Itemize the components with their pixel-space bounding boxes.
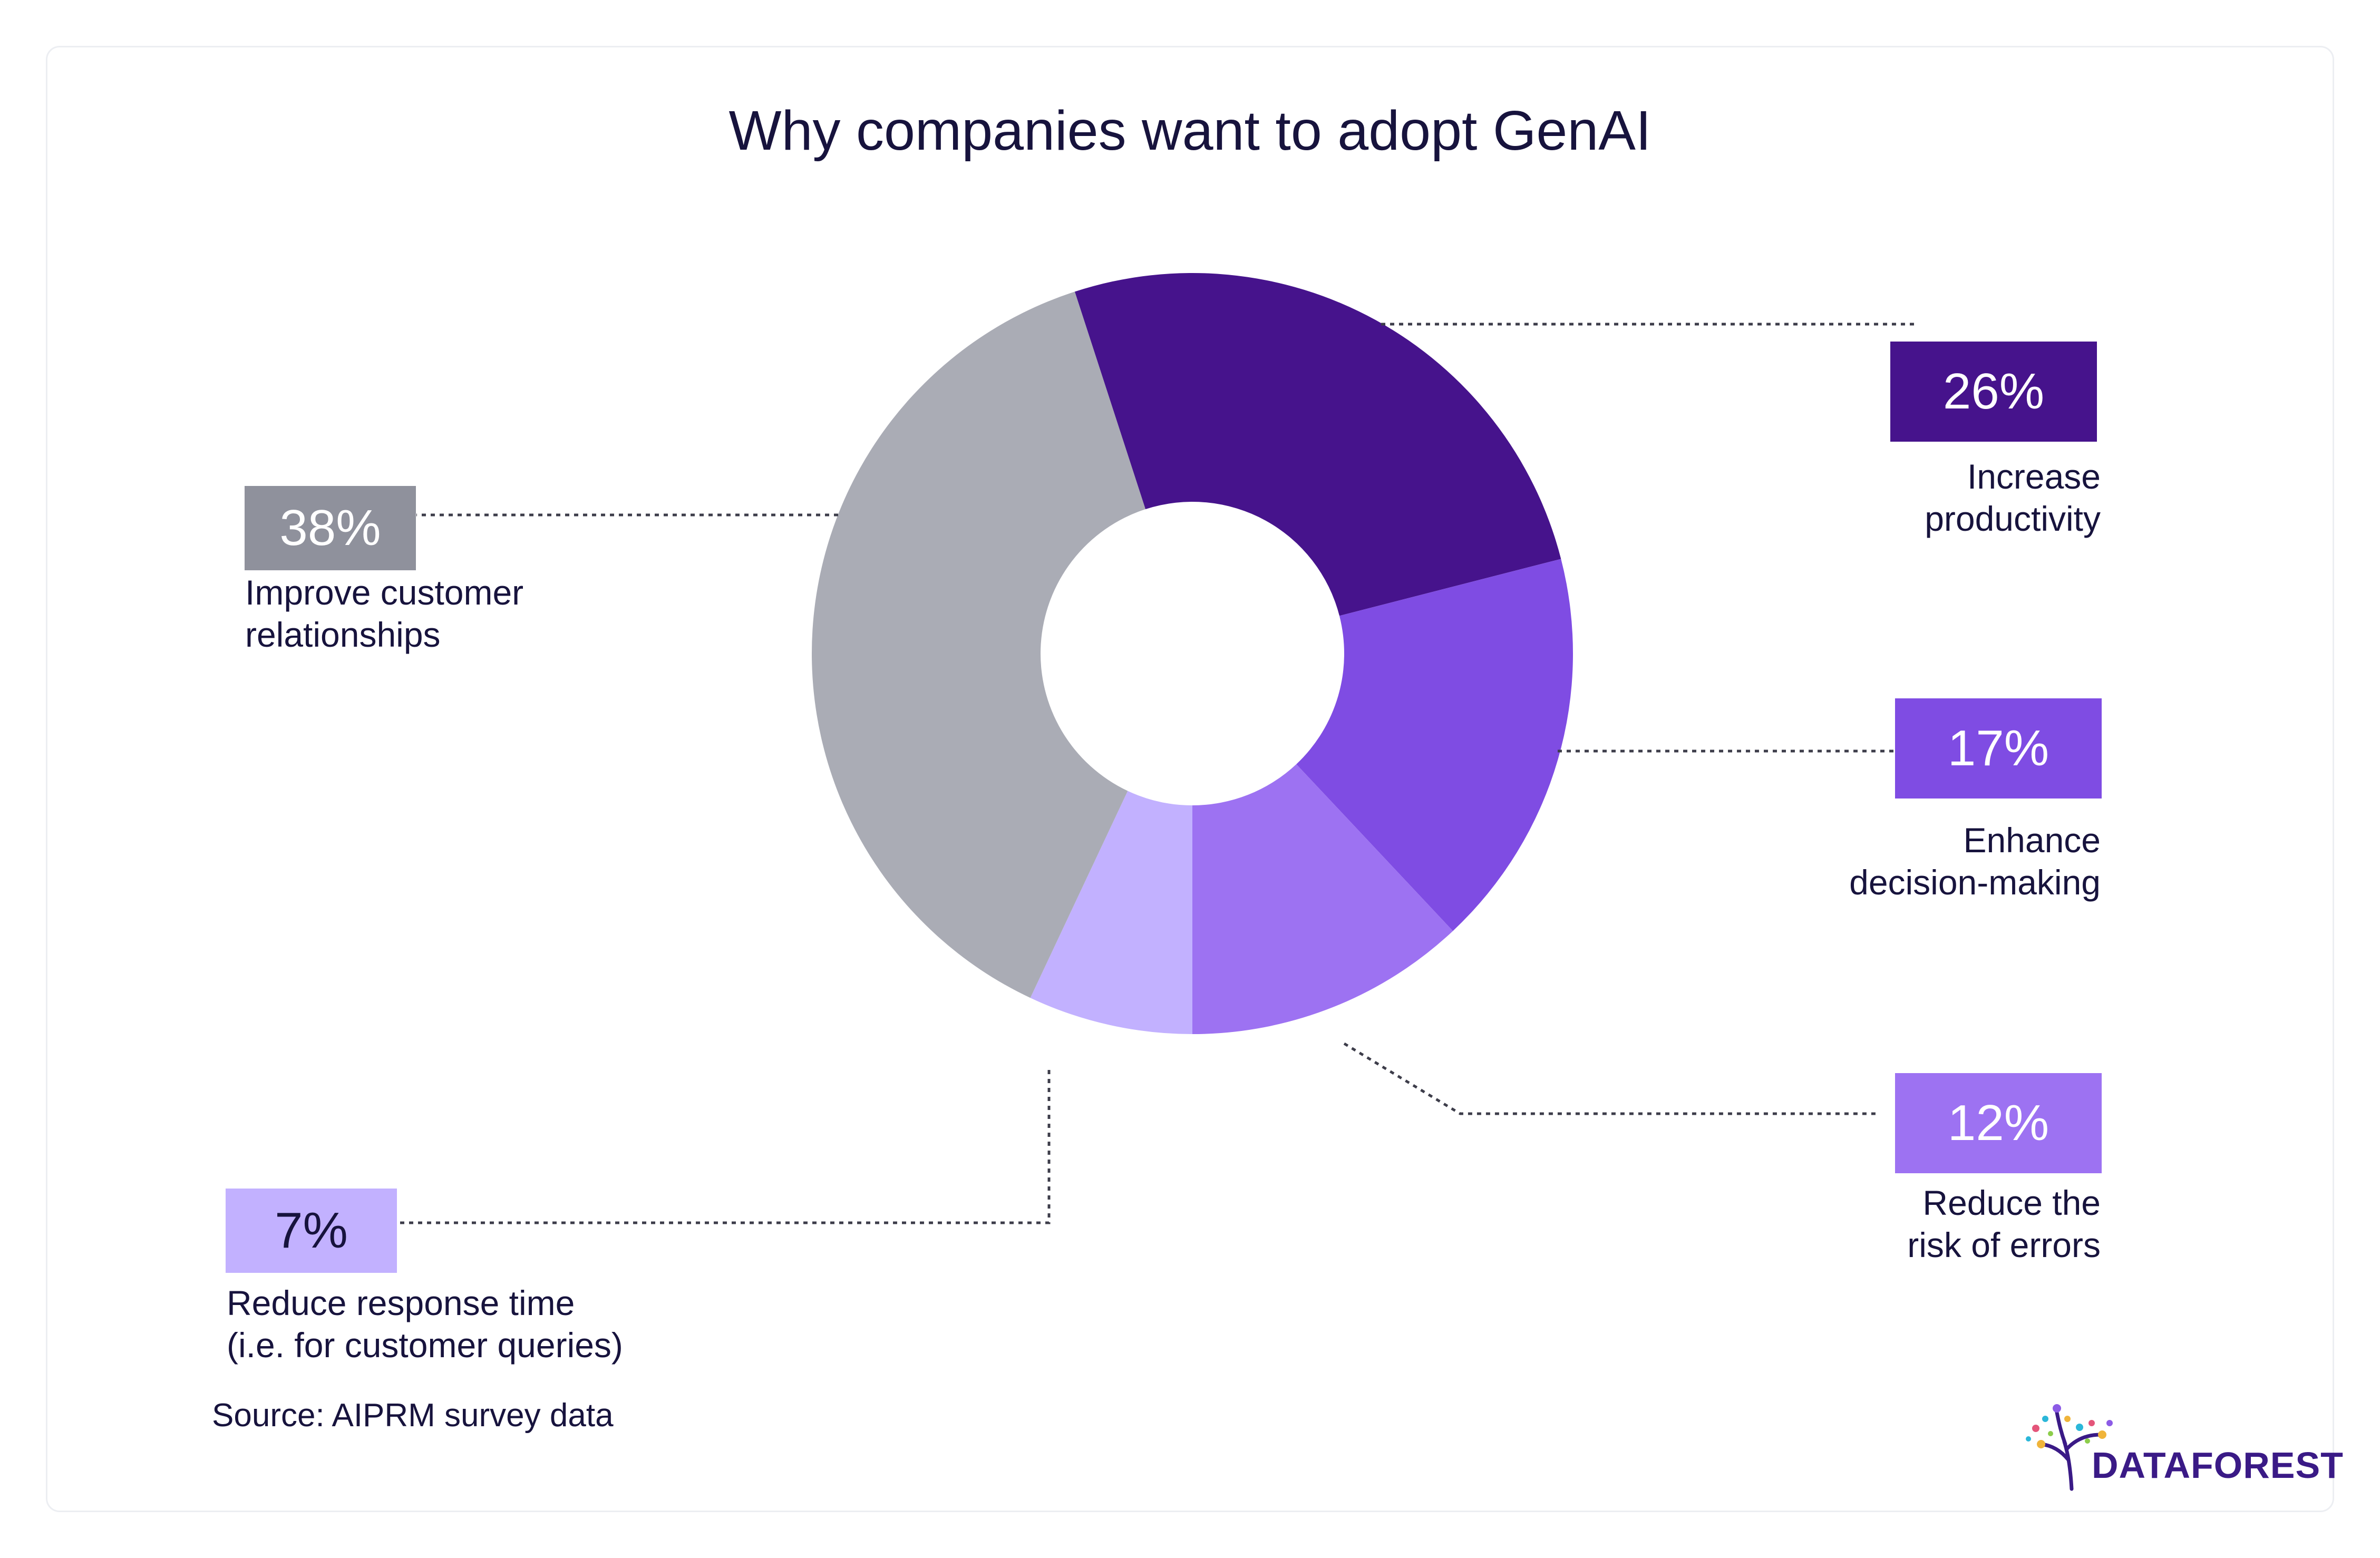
- slice-label-improve-customer-relationships: Improve customer relationships: [245, 573, 524, 654]
- slice-badge-reduce-response-time: 7%: [226, 1189, 397, 1273]
- tree-logo-icon: [2026, 1404, 2113, 1491]
- slice-badge-improve-customer-relationships: 38%: [245, 486, 416, 570]
- source-note: Source: AIPRM survey data: [212, 1397, 614, 1434]
- donut-slice-increase-productivity: [1074, 273, 1561, 616]
- slice-badge-reduce-risk-of-errors: 12%: [1895, 1073, 2102, 1173]
- leader-line-reduce-risk-of-errors: [1343, 1042, 1879, 1115]
- slice-label-reduce-response-time: Reduce response time (i.e. for customer …: [227, 1283, 623, 1365]
- leader-line-reduce-response-time: [398, 1070, 1051, 1224]
- slice-label-enhance-decision-making: Enhance decision-making: [1849, 821, 2101, 902]
- slice-label-reduce-risk-of-errors: Reduce the risk of errors: [1907, 1183, 2101, 1264]
- logo-text: DATAFOREST: [2092, 1445, 2344, 1486]
- chart-title: Why companies want to adopt GenAI: [728, 100, 1652, 162]
- dataforest-logo: DATAFOREST: [2014, 1386, 2343, 1492]
- slice-badge-enhance-decision-making: 17%: [1895, 698, 2102, 799]
- slice-label-increase-productivity: Increase productivity: [1925, 457, 2101, 538]
- donut-slice-enhance-decision-making: [1296, 559, 1573, 931]
- slice-badge-increase-productivity: 26%: [1890, 342, 2097, 442]
- donut-slice-reduce-response-time: [1030, 791, 1192, 1034]
- donut-slice-improve-customer-relationships: [812, 291, 1146, 998]
- donut-slice-reduce-risk-of-errors: [1192, 764, 1453, 1034]
